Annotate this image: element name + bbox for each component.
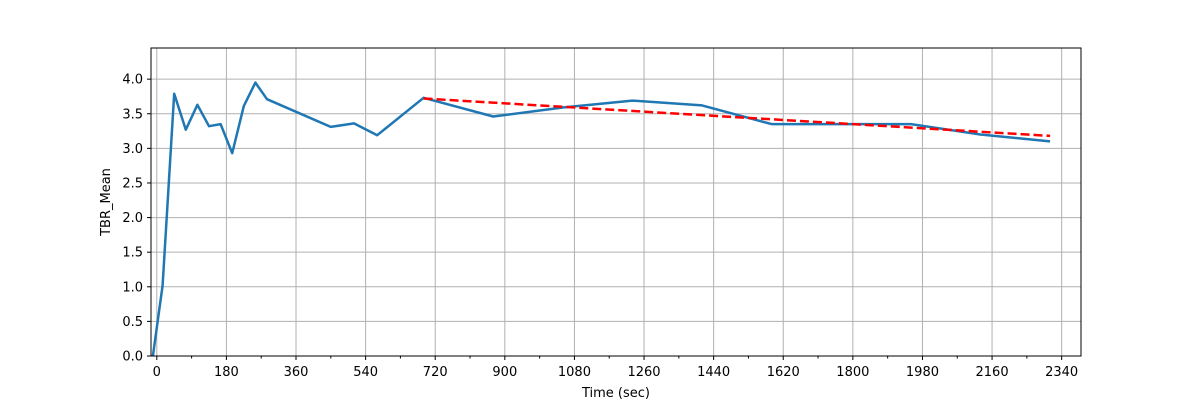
y-tick-label: 0.5 [122,315,143,330]
y-tick-label: 3.0 [122,142,143,157]
plot-frame [150,47,1082,357]
x-tick-label: 180 [214,365,239,380]
x-axis-ticks: 0 180 360 540 720 900 1080 1260 1440 1620 1800 1980… [153,356,1078,380]
y-tick-label: 3.5 [122,107,143,122]
x-tick-label: 1800 [836,365,869,380]
y-axis-ticks: 0.0 0.5 1.0 1.5 2.0 2.5 3.0 3.5 4.0 [122,73,151,365]
y-tick-label: 2.0 [122,211,143,226]
y-tick-label: 1.5 [122,246,143,261]
gridlines [151,48,1081,357]
x-tick-label: 540 [353,365,378,380]
x-tick-label: 1620 [767,365,800,380]
y-tick-label: 1.0 [122,280,143,295]
x-tick-label: 1080 [558,365,591,380]
x-tick-label: 0 [153,365,161,380]
x-tick-label: 2160 [976,365,1009,380]
x-tick-label: 720 [423,365,448,380]
tbr-mean-line [151,81,1051,357]
x-axis-label: Time (sec) [581,386,650,400]
x-tick-label: 900 [492,365,517,380]
x-tick-label: 2340 [1045,365,1078,380]
y-axis-label: TBR_Mean [99,168,114,237]
y-tick-label: 2.5 [122,176,143,191]
y-tick-label: 0.0 [122,350,143,365]
trend-line [423,97,1051,138]
series-group [151,81,1051,357]
y-tick-label: 4.0 [122,73,143,88]
x-tick-label: 1260 [627,365,660,380]
x-tick-label: 1980 [906,365,939,380]
plot-area [151,48,1081,356]
x-tick-label: 1440 [697,365,730,380]
x-tick-label: 360 [284,365,309,380]
